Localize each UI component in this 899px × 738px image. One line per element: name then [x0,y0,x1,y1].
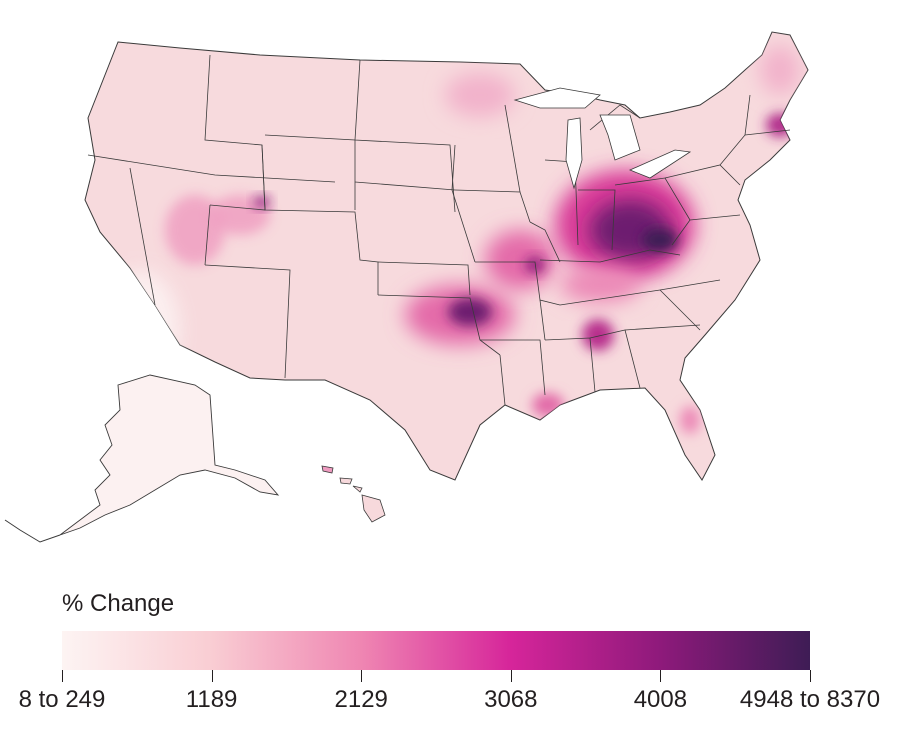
hawaii-island-2 [339,477,353,485]
legend-ticks [62,670,811,684]
hotspot-upper-midwest [445,73,515,117]
hawaii-island-3 [352,485,363,493]
hotspot-maine [760,45,800,95]
hawaii-island-big [361,494,386,523]
lake-huron [599,114,641,161]
lake-superior [513,87,601,109]
hotspot-alabama [582,319,614,351]
legend-tick-label-0: 8 to 249 [18,686,106,713]
low-pacific-coast [100,270,180,390]
aleutian-islands [4,519,61,543]
hawaii [321,465,386,523]
hawaii-island-1 [321,465,334,474]
legend-tick-mark [211,670,213,682]
legend-title: % Change [62,590,175,617]
hotspot-kentucky-tennessee [560,267,640,303]
us-county-map [4,31,809,543]
hotspot-wyoming [254,196,270,208]
choropleth-map [4,31,809,543]
legend-tick-mark [510,670,512,682]
hotspot-oklahoma-core [448,298,492,326]
legend-tick-label-4: 4008 [633,686,688,713]
hotspot-west-virginia [642,228,678,252]
hotspot-missouri-arkansas [485,230,555,290]
great-lakes [513,87,692,190]
legend-tick-label-3: 3068 [484,686,538,713]
legend-tick-label-2: 2129 [334,686,388,713]
contiguous-us [84,31,809,481]
legend-tick-mark [62,670,63,682]
hotspot-new-england [766,113,794,137]
alaska [4,374,280,543]
legend-tick-label-1: 1189 [185,686,238,713]
lake-michigan [565,117,583,190]
legend-color-bar [62,631,810,670]
legend-tick-mark [810,670,811,682]
hotspot-louisiana [532,393,564,417]
alaska-landmass [59,374,280,536]
legend-tick-label-5: 4948 to 8370 [739,686,881,713]
hotspot-nevada-utah [165,195,225,265]
lake-erie [628,149,692,179]
hotspot-florida [680,406,700,434]
legend-tick-mark [660,670,662,682]
hotspot-utah [210,195,270,235]
legend-tick-mark [361,670,363,682]
